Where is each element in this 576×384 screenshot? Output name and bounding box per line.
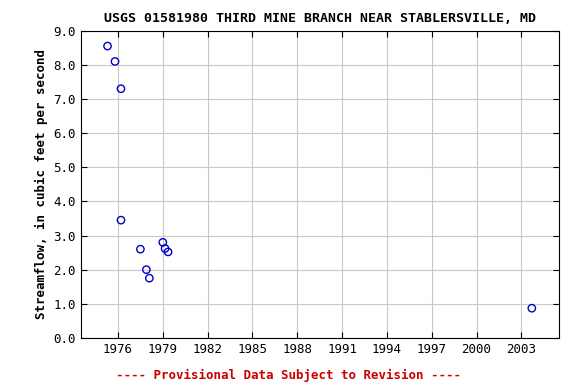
Point xyxy=(116,217,126,223)
Text: ---- Provisional Data Subject to Revision ----: ---- Provisional Data Subject to Revisio… xyxy=(116,369,460,382)
Point xyxy=(136,246,145,252)
Point xyxy=(527,305,536,311)
Point xyxy=(103,43,112,49)
Point xyxy=(142,266,151,273)
Point xyxy=(145,275,154,281)
Point xyxy=(111,58,120,65)
Point xyxy=(164,249,173,255)
Point xyxy=(161,245,170,252)
Point xyxy=(158,239,168,245)
Y-axis label: Streamflow, in cubic feet per second: Streamflow, in cubic feet per second xyxy=(35,49,48,319)
Title: USGS 01581980 THIRD MINE BRANCH NEAR STABLERSVILLE, MD: USGS 01581980 THIRD MINE BRANCH NEAR STA… xyxy=(104,12,536,25)
Point xyxy=(116,86,126,92)
